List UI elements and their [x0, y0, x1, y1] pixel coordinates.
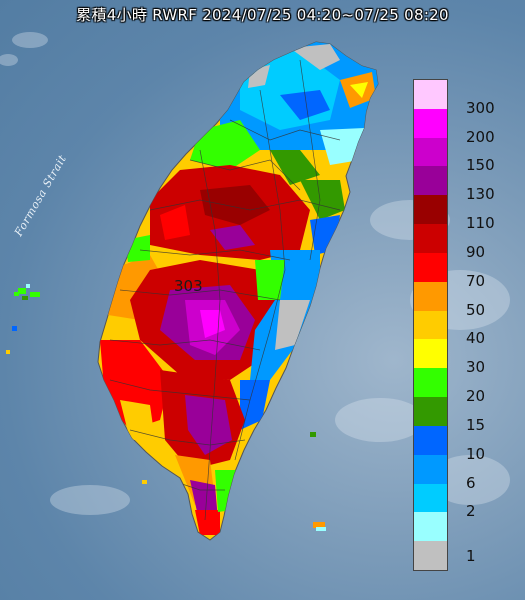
- legend-swatch: [414, 512, 447, 542]
- color-legend: [414, 80, 447, 571]
- legend-label: 50: [466, 300, 486, 319]
- legend-label: 200: [466, 127, 495, 146]
- legend-swatch: [414, 541, 447, 571]
- boundary-lines: [109, 59, 341, 521]
- legend-swatch: [414, 483, 447, 513]
- legend-swatch: [414, 195, 447, 225]
- legend-swatch: [414, 339, 447, 369]
- legend-label: 300: [466, 98, 495, 117]
- legend-label: 90: [466, 242, 486, 261]
- offshore-echoes: [6, 284, 326, 531]
- legend-label: 110: [466, 214, 495, 233]
- legend-swatch: [414, 166, 447, 196]
- legend-label: 20: [466, 387, 486, 406]
- legend-swatch: [414, 397, 447, 427]
- map-title: 累積4小時 RWRF 2024/07/25 04:20~07/25 08:20: [76, 6, 449, 24]
- legend-swatch: [414, 224, 447, 254]
- legend-swatch: [414, 281, 447, 312]
- legend-swatch: [414, 252, 447, 283]
- legend-label: 6: [466, 473, 476, 492]
- legend-swatch: [414, 425, 447, 456]
- legend-label: 30: [466, 358, 486, 377]
- legend-swatch: [414, 310, 447, 340]
- legend-label: 70: [466, 271, 486, 290]
- legend-label: 15: [466, 415, 486, 434]
- legend-label: 2: [466, 502, 476, 521]
- legend-swatch: [414, 108, 447, 139]
- legend-swatch: [414, 80, 447, 110]
- legend-swatch: [414, 137, 447, 167]
- legend-swatch: [414, 454, 447, 485]
- legend-label: 10: [466, 444, 486, 463]
- legend-label: 150: [466, 156, 495, 175]
- peak-value-label: 303: [174, 277, 203, 295]
- rainfall-zones: [100, 42, 378, 535]
- legend-label: 130: [466, 185, 495, 204]
- legend-swatch: [414, 368, 447, 398]
- legend-label: 40: [466, 329, 486, 348]
- legend-label: 1: [466, 546, 476, 565]
- taiwan-island: [97, 41, 379, 541]
